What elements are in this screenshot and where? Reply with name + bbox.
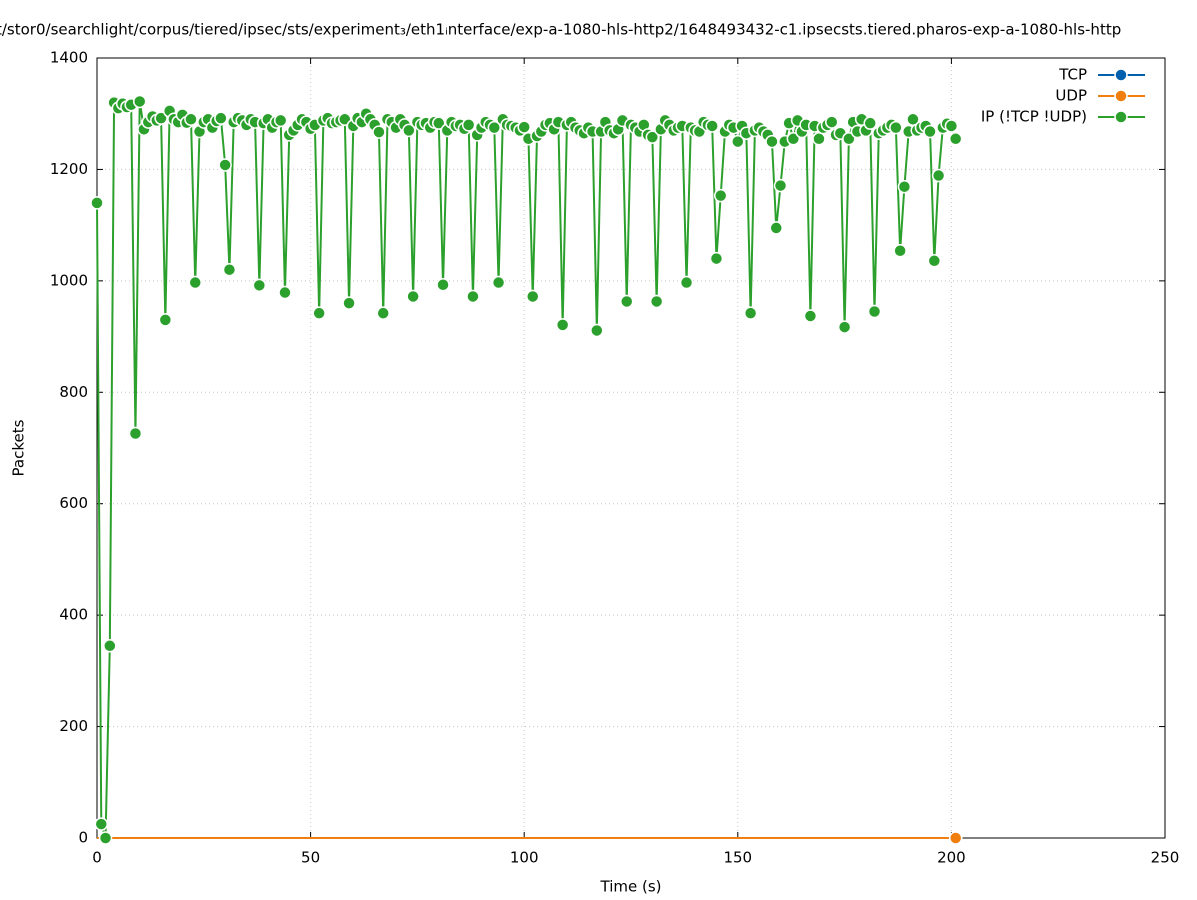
- series-marker: [98, 831, 113, 845]
- y-axis-label: Packets: [10, 419, 28, 476]
- series-marker: [461, 118, 476, 132]
- series-marker: [436, 278, 450, 292]
- x-tick-label: 0: [92, 849, 102, 867]
- series-marker: [466, 289, 480, 304]
- series-marker: [128, 426, 143, 441]
- y-tick-label: 1200: [50, 160, 88, 178]
- series-marker: [273, 113, 288, 128]
- series-marker: [812, 132, 826, 146]
- series-marker: [132, 94, 147, 109]
- series-marker: [713, 188, 728, 203]
- series-marker: [948, 132, 963, 146]
- chart-title: t/stor0/searchlight/corpus/tiered/ipsec/…: [0, 21, 1121, 39]
- series-marker: [487, 120, 502, 135]
- series-marker: [94, 817, 109, 831]
- series-marker: [278, 285, 292, 300]
- series-marker: [222, 262, 237, 277]
- series-marker: [931, 168, 946, 183]
- series-marker: [889, 120, 903, 135]
- series-marker: [927, 254, 942, 268]
- series-marker: [923, 124, 937, 139]
- y-tick-label: 600: [59, 494, 88, 512]
- series-marker: [218, 158, 232, 172]
- x-tick-label: 50: [301, 849, 320, 867]
- legend-swatch: [1114, 68, 1128, 82]
- legend-label: TCP: [1058, 66, 1087, 84]
- series-marker: [803, 309, 818, 323]
- y-tick-label: 400: [59, 606, 88, 624]
- series-marker: [372, 125, 386, 139]
- x-tick-label: 150: [723, 849, 752, 867]
- x-axis-label: Time (s): [600, 878, 662, 896]
- legend-label: IP (!TCP !UDP): [981, 108, 1087, 126]
- series-marker: [517, 120, 531, 134]
- series-marker: [705, 119, 719, 133]
- series-marker: [944, 119, 959, 133]
- series-line: [96, 99, 957, 839]
- series-marker: [897, 179, 912, 194]
- series-marker: [525, 289, 540, 304]
- series-marker: [154, 111, 168, 125]
- series-marker: [769, 221, 783, 235]
- x-tick-label: 100: [510, 849, 539, 867]
- series-marker: [90, 196, 104, 210]
- series-marker: [188, 275, 203, 290]
- series-marker: [743, 306, 758, 320]
- series-marker: [619, 294, 634, 309]
- series-marker: [786, 132, 801, 146]
- series-marker: [406, 289, 420, 304]
- y-tick-label: 0: [78, 829, 88, 847]
- series-marker: [709, 251, 724, 266]
- x-tick-label: 250: [1151, 849, 1180, 867]
- series-marker: [731, 134, 745, 149]
- series-marker: [342, 296, 356, 310]
- series-marker: [184, 112, 198, 127]
- series-marker: [825, 115, 839, 129]
- y-tick-label: 800: [59, 383, 88, 401]
- legend-swatch: [1114, 110, 1128, 124]
- series-marker: [491, 275, 506, 290]
- series-marker: [158, 313, 173, 327]
- series-marker: [649, 294, 664, 309]
- series-marker: [376, 306, 390, 320]
- series-marker: [402, 123, 416, 138]
- series-marker: [679, 275, 694, 290]
- y-tick-label: 1400: [50, 49, 88, 67]
- series-marker: [555, 318, 570, 332]
- series-marker: [645, 130, 660, 144]
- series-marker: [312, 306, 326, 320]
- series-marker: [214, 111, 228, 125]
- y-tick-label: 200: [59, 717, 88, 735]
- series-marker: [432, 116, 446, 130]
- y-tick-label: 1000: [50, 271, 88, 289]
- series-marker: [842, 132, 856, 146]
- series-marker: [948, 831, 963, 845]
- x-tick-label: 200: [937, 849, 966, 867]
- series-marker: [103, 639, 117, 653]
- series-marker: [863, 116, 877, 130]
- series-marker: [773, 178, 788, 193]
- series-marker: [590, 323, 604, 338]
- series-marker: [252, 278, 267, 293]
- series-marker: [765, 134, 779, 149]
- legend-label: UDP: [1055, 87, 1087, 105]
- series-marker: [867, 304, 882, 319]
- series-marker: [893, 244, 907, 258]
- series-marker: [837, 320, 852, 334]
- legend-swatch: [1114, 89, 1128, 103]
